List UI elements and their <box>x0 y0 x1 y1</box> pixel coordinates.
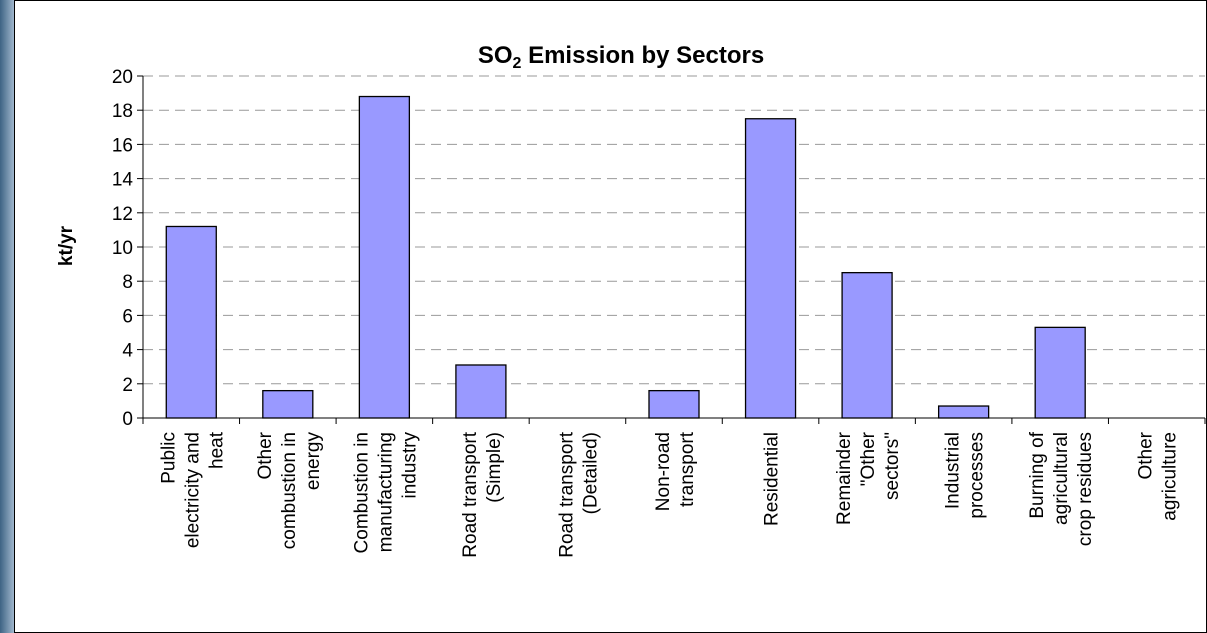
y-tick-label: 16 <box>112 135 133 156</box>
bars <box>165 95 1086 419</box>
category-label: Other <box>255 431 276 479</box>
chart-title: SO2 Emission by Sectors <box>478 42 764 72</box>
bar <box>841 271 893 419</box>
category-label: combustion in <box>279 432 300 549</box>
y-tick-labels: 0 2 4 6 8 10 12 14 16 18 20 <box>112 67 134 430</box>
y-tick-label: 8 <box>122 272 133 293</box>
category-label: crop residues <box>1075 432 1096 546</box>
bar <box>165 225 217 419</box>
y-tick-label: 2 <box>122 375 133 396</box>
category-label: processes <box>967 432 988 519</box>
left-decorative-bar <box>0 0 14 633</box>
y-axis-title: kt/yr <box>56 225 77 266</box>
bar <box>358 95 411 419</box>
category-label: "Other <box>858 431 879 486</box>
chart-title-main: SO <box>478 42 513 69</box>
category-label: Remainder <box>834 431 855 525</box>
category-label: sectors" <box>882 432 903 500</box>
category-label: agricultural <box>1051 432 1072 525</box>
category-label: Non-road <box>653 432 674 511</box>
y-tick-label: 18 <box>112 101 133 122</box>
bar <box>744 118 797 419</box>
y-tick-label: 10 <box>112 238 133 259</box>
bar <box>262 389 314 419</box>
gridlines <box>143 75 1205 385</box>
category-label: Industrial <box>943 432 964 509</box>
bar <box>1034 326 1086 419</box>
category-label: transport <box>677 431 698 507</box>
category-label: manufacturing <box>375 432 396 552</box>
category-label: Road transport <box>460 431 481 557</box>
category-label: industry <box>399 432 420 499</box>
category-label: heat <box>206 431 227 469</box>
category-label: Other <box>1136 431 1157 479</box>
y-tick-label: 20 <box>112 67 133 88</box>
category-label: agriculture <box>1160 432 1181 521</box>
chart-title-rest: Emission by Sectors <box>521 42 764 69</box>
axes <box>137 75 1206 424</box>
bar <box>648 389 700 419</box>
category-label: (Simple) <box>484 432 505 503</box>
y-tick-label: 6 <box>122 306 133 327</box>
category-label: energy <box>303 432 324 491</box>
category-label: electricity and <box>182 432 203 548</box>
category-label: Road transport <box>556 431 577 557</box>
y-tick-label: 4 <box>122 341 133 362</box>
y-tick-label: 0 <box>122 409 133 430</box>
chart-title-subscript: 2 <box>513 55 522 72</box>
category-label: (Detailed) <box>580 432 601 514</box>
category-label: Residential <box>762 432 783 526</box>
category-labels: Public electricity and heat Other combustion… <box>158 431 1180 557</box>
category-label: Public <box>158 432 179 484</box>
bar <box>937 405 990 419</box>
y-tick-label: 12 <box>112 204 133 225</box>
category-label: Burning of <box>1027 431 1048 518</box>
category-label: Combustion in <box>351 432 372 553</box>
y-tick-label: 14 <box>112 170 134 191</box>
bar <box>455 364 507 419</box>
